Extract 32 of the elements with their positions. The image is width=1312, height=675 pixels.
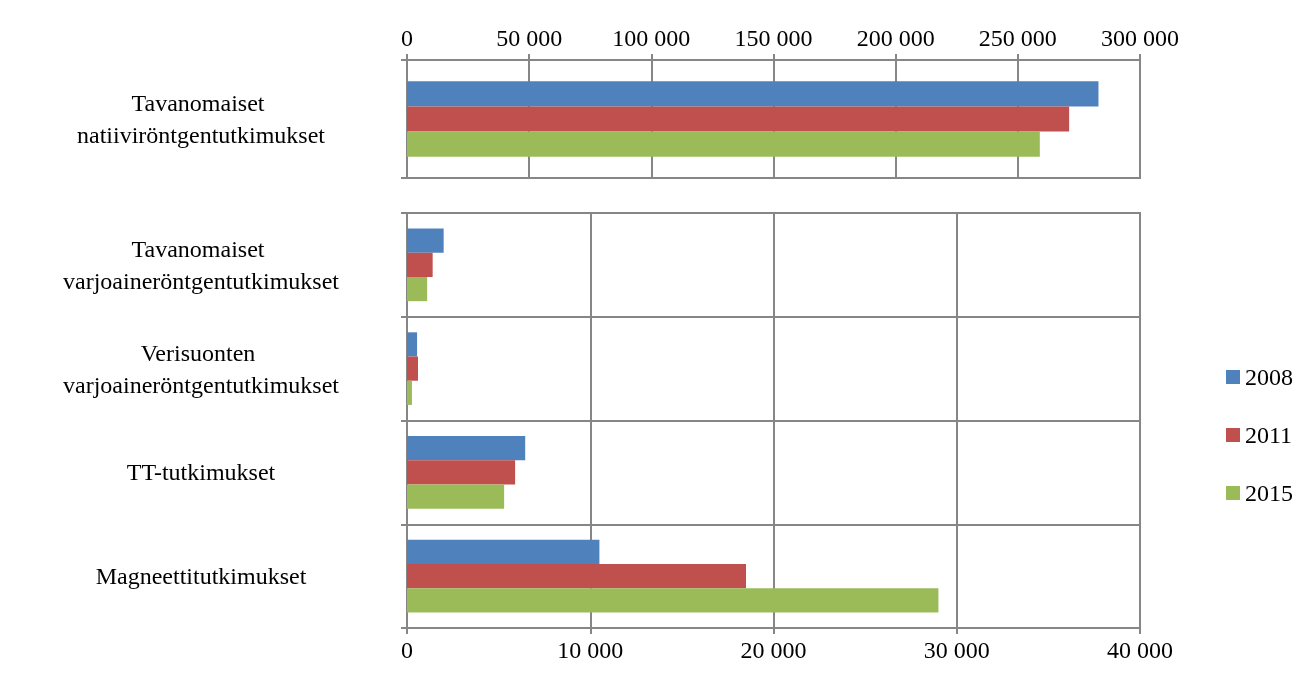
bar xyxy=(407,276,428,302)
bar xyxy=(407,588,939,613)
bar xyxy=(407,539,600,565)
bar xyxy=(407,228,444,253)
bar xyxy=(407,380,412,405)
x-tick-label: 40 000 xyxy=(1107,637,1173,663)
legend-label: 2011 xyxy=(1245,422,1293,448)
x-tick-label: 0 xyxy=(401,25,413,51)
bar xyxy=(407,356,418,381)
x-tick-label: 300 000 xyxy=(1101,25,1179,51)
x-tick-label: 10 000 xyxy=(557,637,624,663)
legend-label: 2008 xyxy=(1245,364,1293,390)
bar xyxy=(407,332,418,357)
y-tick-label: Verisuonten varjoaineröntgentutkimukset xyxy=(63,339,340,398)
x-tick-label: 200 000 xyxy=(856,25,935,51)
x-tick-label: 250 000 xyxy=(978,25,1057,51)
bar xyxy=(407,436,526,461)
x-tick-label: 150 000 xyxy=(734,25,813,51)
bar xyxy=(407,460,516,485)
bar xyxy=(407,252,433,277)
x-tick-label: 50 000 xyxy=(496,25,563,51)
y-tick-label: TT-tutkimukset xyxy=(126,459,276,486)
x-tick-label: 0 xyxy=(401,637,413,663)
bar xyxy=(407,484,505,509)
x-tick-label: 20 000 xyxy=(740,637,807,663)
y-tick-label: Magneettitutkimukset xyxy=(95,563,307,590)
y-tick-label: Tavanomaiset varjoaineröntgentutkimukset xyxy=(63,235,340,294)
legend-label: 2015 xyxy=(1245,480,1293,506)
x-tick-label: 30 000 xyxy=(923,637,990,663)
y-tick-label: Tavanomaiset natiiviröntgentutkimukset xyxy=(77,90,326,148)
bar xyxy=(407,564,747,589)
x-tick-label: 100 000 xyxy=(612,25,691,51)
